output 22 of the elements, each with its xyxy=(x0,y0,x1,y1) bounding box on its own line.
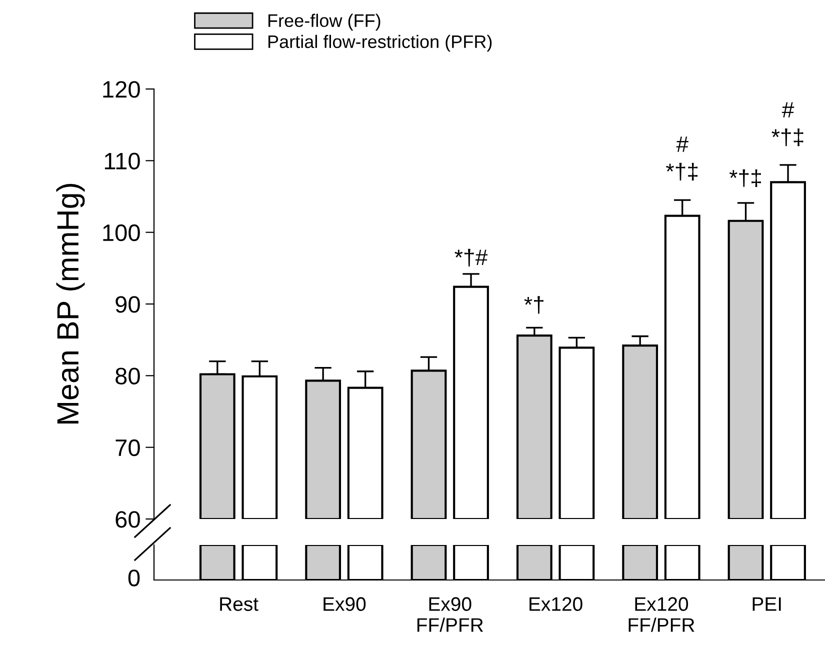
legend-label: Free-flow (FF) xyxy=(268,14,380,31)
y-tick-label: 70 xyxy=(116,439,140,456)
annotation: *† xyxy=(524,296,544,314)
y-tick-label: 100 xyxy=(103,224,140,242)
x-tick-label: Rest xyxy=(220,597,258,611)
x-tick-label: Ex90 FF/PFR xyxy=(417,597,483,632)
x-tick-label: Ex120 xyxy=(530,597,582,611)
text: 0 xyxy=(128,570,140,586)
annotation: # *†‡ xyxy=(666,136,698,181)
y-tick-label: 110 xyxy=(104,152,140,170)
y-axis-title: Mean BP (mmHg) xyxy=(56,184,85,424)
annotation: *†‡ xyxy=(729,169,761,187)
y-tick-label: 120 xyxy=(103,81,140,98)
legend-label: Partial flow-restriction (PFR) xyxy=(268,34,492,52)
x-tick-label: Ex120 FF/PFR xyxy=(628,597,694,632)
y-tick-label: 90 xyxy=(116,296,140,313)
y-tick-label: 80 xyxy=(116,368,140,384)
annotation: *†# xyxy=(454,248,488,266)
annotation: # *†‡ xyxy=(772,102,804,146)
x-tick-label: PEI xyxy=(752,597,781,611)
y-tick-label: 60 xyxy=(116,511,140,528)
x-tick-label: Ex90 xyxy=(324,597,366,611)
